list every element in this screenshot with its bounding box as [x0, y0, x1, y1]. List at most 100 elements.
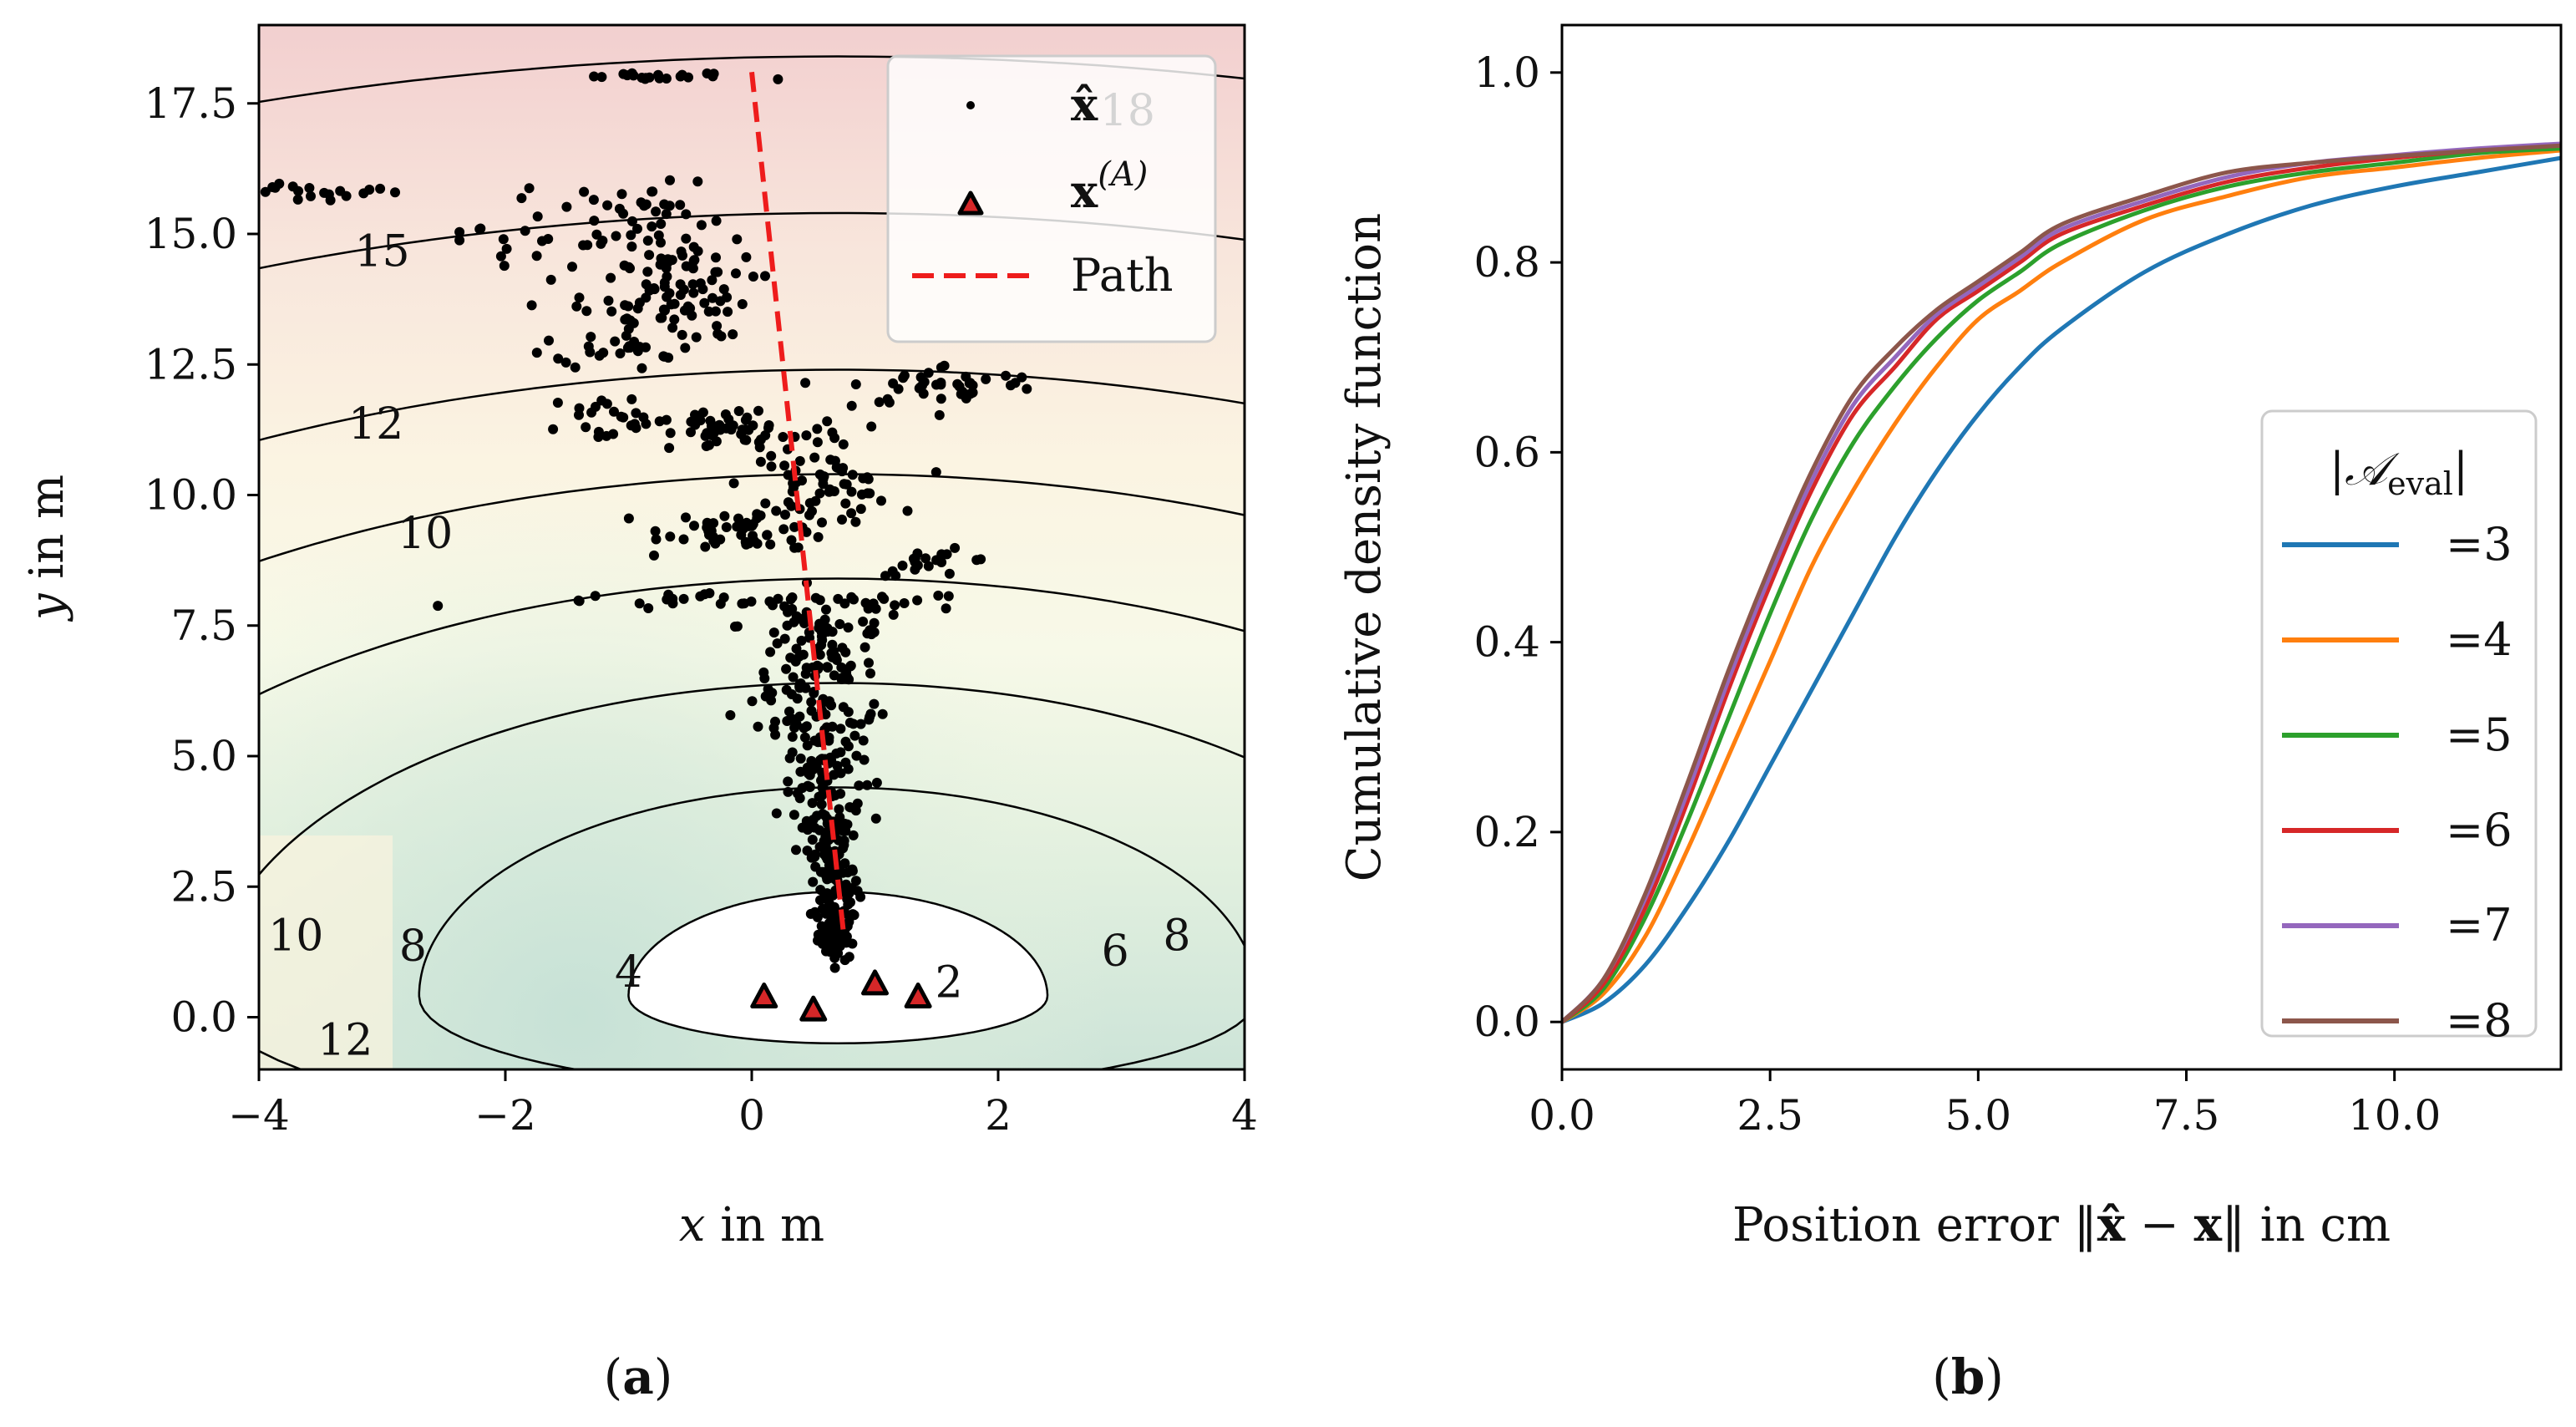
estimate-point: [601, 430, 612, 441]
contour-label-5: 8: [399, 922, 427, 972]
y-tick-label-b: 0.8: [1473, 238, 1540, 287]
estimate-point: [712, 267, 723, 277]
estimate-point: [803, 780, 814, 791]
estimate-point: [561, 201, 572, 212]
estimate-point: [923, 368, 934, 378]
estimate-point: [662, 272, 672, 282]
y-tick-label-a: 2.5: [170, 862, 237, 911]
estimate-point: [880, 571, 890, 581]
legend-a: x̂ x(A) Path: [886, 54, 1217, 343]
estimate-point: [661, 209, 672, 220]
estimate-point: [741, 251, 752, 262]
estimate-point: [863, 601, 874, 612]
estimate-point: [260, 186, 271, 197]
estimate-point: [691, 332, 702, 343]
legend-b-box: [2260, 409, 2538, 1038]
estimate-point: [791, 611, 802, 622]
estimate-point: [862, 780, 873, 790]
estimate-point: [850, 876, 861, 886]
estimate-point: [552, 398, 563, 408]
y-tick-label-a: 10.0: [145, 471, 237, 520]
estimate-point: [287, 181, 298, 192]
estimate-point: [753, 405, 763, 416]
estimate-point: [292, 194, 303, 205]
estimate-point: [844, 718, 855, 728]
estimate-point: [679, 305, 690, 316]
estimate-point: [931, 467, 941, 478]
estimate-point: [829, 962, 840, 973]
x-tick-label-a: −2: [474, 1091, 536, 1140]
legend-path-label: Path: [1071, 249, 1174, 302]
estimate-point: [578, 240, 589, 251]
estimate-point: [609, 406, 619, 417]
estimate-point: [876, 495, 886, 506]
estimate-point: [680, 343, 691, 353]
y-axis-label-a: y in m: [20, 475, 74, 622]
estimate-point: [809, 688, 819, 698]
estimate-point: [809, 735, 820, 746]
estimate-point: [615, 348, 626, 358]
estimate-point: [574, 292, 585, 303]
estimate-point: [822, 663, 833, 673]
anchor-marker-1: [750, 983, 778, 1008]
estimate-point: [785, 594, 796, 605]
estimate-point: [819, 471, 829, 482]
estimate-point: [773, 74, 783, 84]
estimate-point: [923, 561, 934, 571]
estimate-point: [981, 373, 991, 384]
estimate-point: [656, 237, 666, 248]
estimate-point: [641, 342, 651, 353]
estimate-point: [681, 233, 692, 244]
estimate-point: [747, 696, 758, 707]
estimate-point: [819, 614, 830, 625]
path-segment: [749, 71, 847, 940]
estimate-point: [766, 461, 777, 472]
y-tick-label-b: 0.6: [1473, 428, 1540, 476]
estimate-point: [642, 267, 653, 277]
estimate-point: [611, 231, 621, 241]
estimate-point: [675, 71, 686, 82]
contour-12: [259, 368, 1245, 442]
estimate-point: [659, 199, 670, 210]
estimate-point: [798, 649, 809, 660]
estimate-point: [846, 508, 857, 519]
estimate-point: [890, 600, 900, 611]
estimate-point: [766, 695, 777, 706]
estimate-point: [852, 886, 863, 896]
estimate-point: [783, 786, 794, 797]
estimate-point: [610, 336, 621, 347]
legend-b-label-3: =3: [2446, 518, 2513, 571]
estimate-point: [498, 234, 509, 245]
estimate-point: [733, 513, 743, 524]
estimate-point: [771, 505, 782, 516]
estimate-point: [807, 505, 817, 516]
estimate-point: [812, 437, 823, 448]
estimate-point: [863, 474, 874, 485]
estimate-point: [965, 388, 976, 399]
estimate-point: [816, 631, 827, 642]
estimate-point: [707, 292, 718, 303]
y-tick-label-b: 0.2: [1473, 808, 1540, 856]
estimate-point: [657, 312, 667, 323]
estimate-point: [944, 568, 955, 579]
panel-a-paren-open: (: [604, 1348, 623, 1405]
legend-a-box: [886, 54, 1217, 343]
x-axis-b-minus: −: [2125, 1198, 2194, 1252]
panel-a: 18151210108124268 −4−20240.02.55.07.510.…: [20, 23, 1258, 1405]
estimate-point: [454, 235, 465, 246]
estimate-point: [824, 484, 835, 495]
estimate-point: [516, 193, 527, 204]
estimate-point: [707, 71, 718, 82]
estimate-point: [824, 732, 834, 743]
estimate-point: [667, 322, 678, 333]
estimate-point: [621, 313, 632, 324]
y-tick-label-a: 5.0: [170, 732, 237, 780]
estimate-point: [714, 419, 725, 430]
estimate-point: [824, 846, 834, 857]
panel-b-letter: b: [1951, 1348, 1985, 1405]
estimate-point: [755, 456, 766, 467]
estimate-point: [641, 292, 652, 303]
estimate-point: [390, 187, 400, 198]
estimate-point: [840, 647, 851, 658]
estimate-point: [865, 712, 875, 723]
